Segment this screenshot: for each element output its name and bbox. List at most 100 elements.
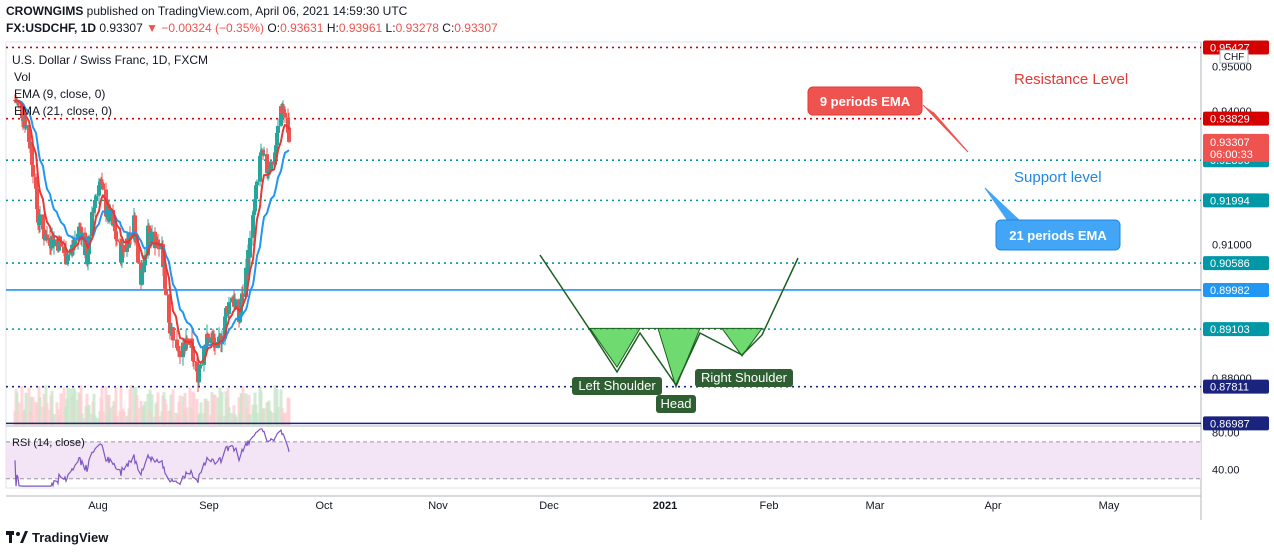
volume-bar (136, 407, 140, 425)
candle-body (261, 149, 265, 156)
candle-body (223, 316, 227, 339)
left-shoulder-tag (572, 377, 662, 395)
volume-bar (171, 389, 175, 425)
candle-body (282, 109, 286, 113)
publish-line: CROWNGIMS published on TradingView.com, … (6, 4, 407, 18)
volume-bar (157, 416, 161, 425)
volume-bar (150, 394, 154, 425)
candle-body (97, 185, 101, 196)
volume-bar (94, 417, 98, 425)
candle-body (265, 154, 269, 174)
ema21-pointer (984, 187, 1021, 222)
candle-body (146, 225, 150, 256)
candle-body (234, 299, 238, 302)
candle-body (206, 333, 210, 338)
candle-body (66, 254, 70, 261)
volume-bar (112, 401, 116, 425)
candle-body (161, 244, 165, 268)
volume-bar (169, 394, 173, 425)
open-label: O: (267, 21, 281, 35)
volume-bar (241, 386, 245, 425)
volume-bar (73, 390, 77, 425)
candle-body (115, 239, 119, 242)
volume-bar (192, 393, 196, 425)
candle-body (133, 215, 137, 240)
time-tick-label: Dec (539, 500, 559, 512)
level-tag-label: 0.91994 (1210, 195, 1250, 207)
rsi-legend: RSI (14, close) (12, 437, 85, 449)
ema9-line (14, 99, 290, 364)
time-tick-label: Feb (760, 500, 779, 512)
time-tick-label: Nov (428, 500, 448, 512)
candle-body (233, 301, 237, 307)
ema9-pointer (922, 104, 969, 153)
tradingview-brand: TradingView (32, 530, 109, 545)
rsi-band (6, 441, 1201, 479)
candle-body (30, 145, 34, 165)
right-shoulder-label: Right Shoulder (701, 370, 788, 385)
volume-bar (20, 386, 24, 425)
candle-body (176, 348, 180, 351)
volume-bar (206, 400, 210, 425)
candle-body (73, 240, 77, 245)
candle-body (27, 125, 31, 142)
level-tag (1203, 193, 1269, 208)
time-tick-label: Oct (315, 500, 332, 512)
volume-bar (52, 414, 56, 425)
price-tick-label: 0.91000 (1212, 240, 1252, 252)
candle-body (136, 243, 140, 263)
volume-bar (287, 398, 291, 425)
candle-body (205, 333, 209, 345)
candle-body (114, 231, 118, 240)
volume-bar (63, 406, 67, 425)
volume-bar (283, 412, 287, 425)
candle-body (177, 350, 181, 352)
volume-bar (143, 401, 147, 425)
candle-body (101, 183, 105, 190)
volume-bar (31, 397, 35, 425)
candle-body (255, 181, 259, 186)
candle-body (202, 345, 206, 365)
volume-bar (101, 411, 105, 425)
candle-body (273, 152, 277, 165)
volume-bar (183, 392, 187, 425)
volume-bar (108, 407, 112, 425)
candle-body (72, 244, 76, 248)
volume-bar (275, 388, 279, 425)
price-tick-label: 0.95000 (1212, 61, 1252, 73)
currency-badge (1219, 49, 1249, 64)
volume-bar (227, 407, 231, 425)
level-tag-label: 0.87811 (1210, 382, 1249, 394)
last-price-tag (1203, 133, 1269, 162)
volume-bar (199, 402, 203, 425)
volume-bar (119, 385, 123, 425)
candle-body (42, 229, 46, 239)
publish-info: published on TradingView.com, April 06, … (83, 4, 408, 18)
ema9-legend: EMA (9, close, 0) (14, 87, 105, 101)
candle-body (254, 185, 258, 200)
volume-bar (146, 393, 150, 425)
volume-bar (80, 413, 84, 425)
volume-bar (114, 387, 118, 425)
candle-body (216, 341, 220, 348)
countdown-label: 06:00:33 (1210, 149, 1253, 161)
tradingview-logo-icon (6, 531, 28, 543)
volume-bar (247, 394, 251, 425)
open-value: 0.93631 (280, 21, 324, 35)
candle-body (178, 351, 182, 358)
candle-body (212, 337, 216, 343)
candle-body (283, 112, 287, 118)
candle-body (90, 211, 94, 237)
time-tick-label: 2021 (653, 500, 677, 512)
price-axis: 0.950000.940000.910000.880000.954270.938… (1203, 40, 1269, 431)
candle-body (143, 255, 147, 266)
volume-bar (27, 387, 31, 425)
candle-body (175, 339, 179, 349)
candle-body (121, 245, 125, 250)
candle-body (92, 207, 96, 213)
volume-bar (45, 403, 49, 425)
volume-bar (248, 414, 252, 425)
candle-body (253, 199, 257, 212)
volume-bar (218, 387, 222, 425)
